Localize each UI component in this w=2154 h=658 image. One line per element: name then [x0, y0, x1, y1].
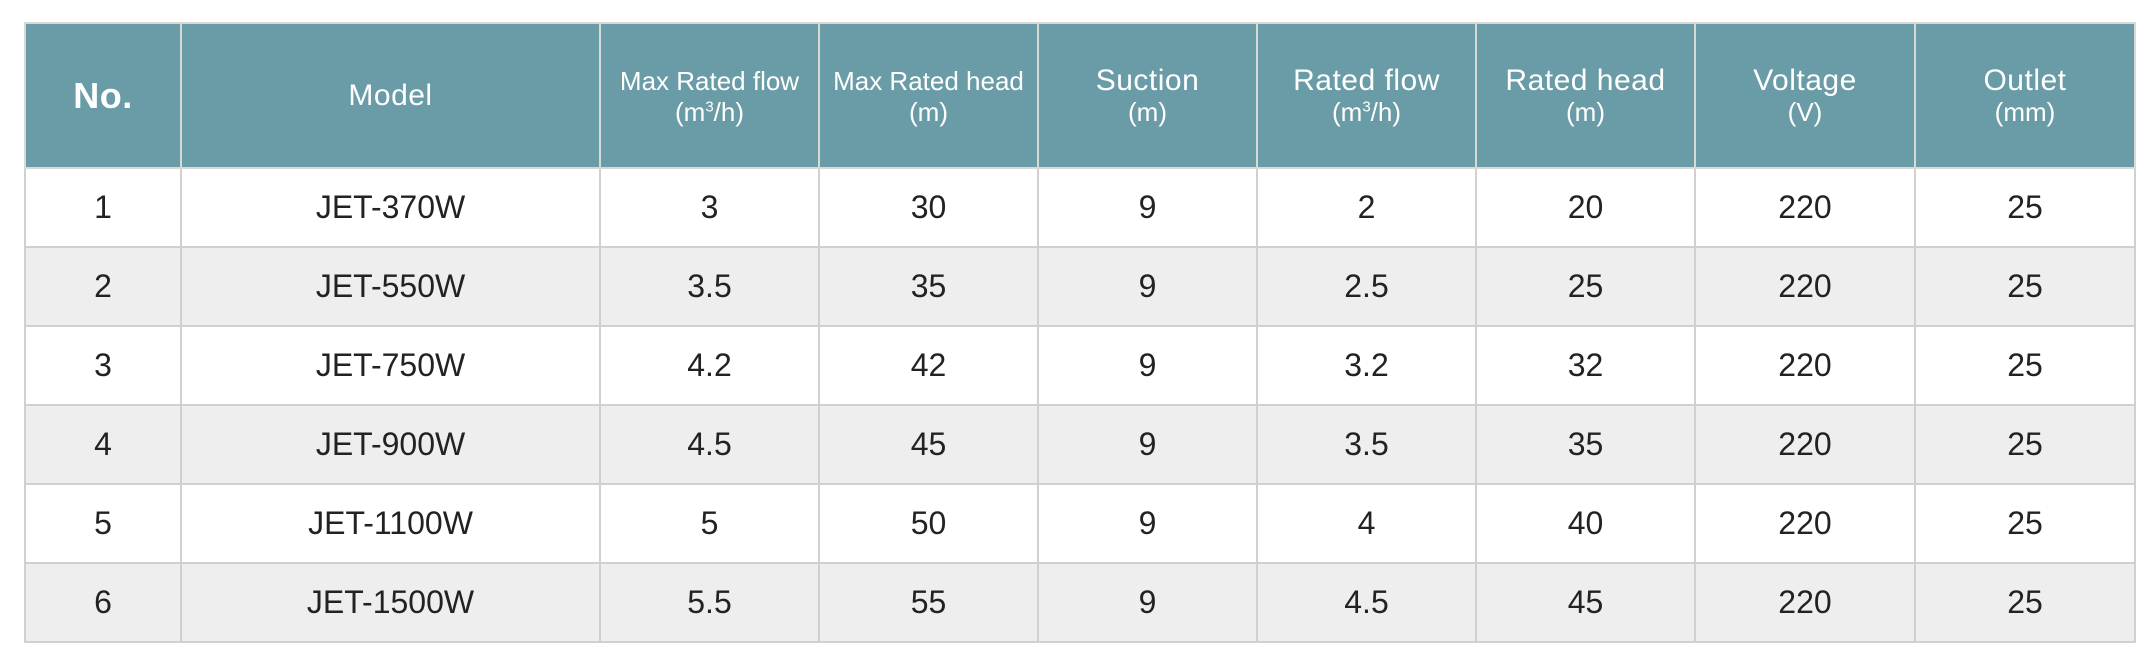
header-rated-head: Rated head (m): [1475, 22, 1696, 169]
cell-rated-head: 35: [1475, 404, 1696, 485]
header-label: Max Rated flow: [619, 65, 800, 96]
pump-spec-table: No. Model Max Rated flow (m3/h) Max Rate…: [24, 22, 2136, 643]
cell-model: JET-1100W: [180, 483, 601, 564]
header-max-rated-flow: Max Rated flow (m3/h): [599, 22, 820, 169]
cell-outlet: 25: [1914, 246, 2136, 327]
table-row: 4 JET-900W 4.5 45 9 3.5 35 220 25: [24, 404, 2136, 485]
table-row: 5 JET-1100W 5 50 9 4 40 220 25: [24, 483, 2136, 564]
cell-no: 1: [24, 167, 182, 248]
cell-rated-head: 45: [1475, 562, 1696, 643]
cell-model: JET-900W: [180, 404, 601, 485]
cell-suction: 9: [1037, 562, 1258, 643]
cell-max-rated-head: 50: [818, 483, 1039, 564]
header-label: Suction: [1095, 63, 1200, 97]
cell-model: JET-370W: [180, 167, 601, 248]
cell-rated-head: 20: [1475, 167, 1696, 248]
cell-max-rated-head: 55: [818, 562, 1039, 643]
cell-no: 4: [24, 404, 182, 485]
header-unit: (m): [1128, 96, 1167, 127]
cell-outlet: 25: [1914, 325, 2136, 406]
cell-suction: 9: [1037, 404, 1258, 485]
cell-suction: 9: [1037, 483, 1258, 564]
cell-max-rated-head: 35: [818, 246, 1039, 327]
cell-max-rated-head: 42: [818, 325, 1039, 406]
cell-no: 3: [24, 325, 182, 406]
cell-rated-head: 25: [1475, 246, 1696, 327]
table-body: 1 JET-370W 3 30 9 2 20 220 25 2 JET-550W…: [24, 167, 2136, 643]
header-unit: (m): [909, 96, 948, 127]
header-outlet: Outlet (mm): [1914, 22, 2136, 169]
header-label: No.: [73, 74, 133, 116]
header-label: Model: [348, 78, 433, 112]
cell-rated-flow: 3.2: [1256, 325, 1477, 406]
header-unit: (mm): [1994, 96, 2056, 127]
cell-max-rated-flow: 4.2: [599, 325, 820, 406]
table-row: 3 JET-750W 4.2 42 9 3.2 32 220 25: [24, 325, 2136, 406]
header-label: Rated flow: [1293, 63, 1440, 97]
cell-max-rated-flow: 5: [599, 483, 820, 564]
cell-max-rated-head: 45: [818, 404, 1039, 485]
header-label: Outlet: [1983, 63, 2067, 97]
cell-no: 6: [24, 562, 182, 643]
header-suction: Suction (m): [1037, 22, 1258, 169]
table-row: 6 JET-1500W 5.5 55 9 4.5 45 220 25: [24, 562, 2136, 643]
cell-rated-flow: 3.5: [1256, 404, 1477, 485]
header-no: No.: [24, 22, 182, 169]
header-rated-flow: Rated flow (m3/h): [1256, 22, 1477, 169]
cell-model: JET-750W: [180, 325, 601, 406]
cell-outlet: 25: [1914, 167, 2136, 248]
cell-rated-head: 32: [1475, 325, 1696, 406]
cell-suction: 9: [1037, 246, 1258, 327]
header-unit: (m3/h): [674, 96, 744, 127]
cell-rated-flow: 4: [1256, 483, 1477, 564]
cell-voltage: 220: [1694, 167, 1916, 248]
cell-rated-flow: 2.5: [1256, 246, 1477, 327]
header-voltage: Voltage (V): [1694, 22, 1916, 169]
table-row: 2 JET-550W 3.5 35 9 2.5 25 220 25: [24, 246, 2136, 327]
header-unit: (V): [1787, 96, 1823, 127]
cell-model: JET-1500W: [180, 562, 601, 643]
cell-voltage: 220: [1694, 246, 1916, 327]
cell-rated-flow: 4.5: [1256, 562, 1477, 643]
header-label: Max Rated head: [833, 65, 1024, 96]
cell-voltage: 220: [1694, 562, 1916, 643]
cell-outlet: 25: [1914, 562, 2136, 643]
cell-max-rated-flow: 5.5: [599, 562, 820, 643]
header-label: Voltage: [1753, 63, 1857, 97]
cell-rated-flow: 2: [1256, 167, 1477, 248]
cell-suction: 9: [1037, 325, 1258, 406]
header-unit: (m3/h): [1331, 96, 1401, 127]
header-row: No. Model Max Rated flow (m3/h) Max Rate…: [24, 22, 2136, 169]
table-row: 1 JET-370W 3 30 9 2 20 220 25: [24, 167, 2136, 248]
cell-max-rated-flow: 4.5: [599, 404, 820, 485]
cell-no: 2: [24, 246, 182, 327]
header-model: Model: [180, 22, 601, 169]
cell-max-rated-head: 30: [818, 167, 1039, 248]
cell-outlet: 25: [1914, 483, 2136, 564]
cell-model: JET-550W: [180, 246, 601, 327]
cell-voltage: 220: [1694, 404, 1916, 485]
cell-max-rated-flow: 3.5: [599, 246, 820, 327]
cell-outlet: 25: [1914, 404, 2136, 485]
cell-voltage: 220: [1694, 483, 1916, 564]
cell-suction: 9: [1037, 167, 1258, 248]
cell-no: 5: [24, 483, 182, 564]
cell-rated-head: 40: [1475, 483, 1696, 564]
cell-voltage: 220: [1694, 325, 1916, 406]
cell-max-rated-flow: 3: [599, 167, 820, 248]
header-unit: (m): [1566, 96, 1605, 127]
header-max-rated-head: Max Rated head (m): [818, 22, 1039, 169]
header-label: Rated head: [1505, 63, 1666, 97]
